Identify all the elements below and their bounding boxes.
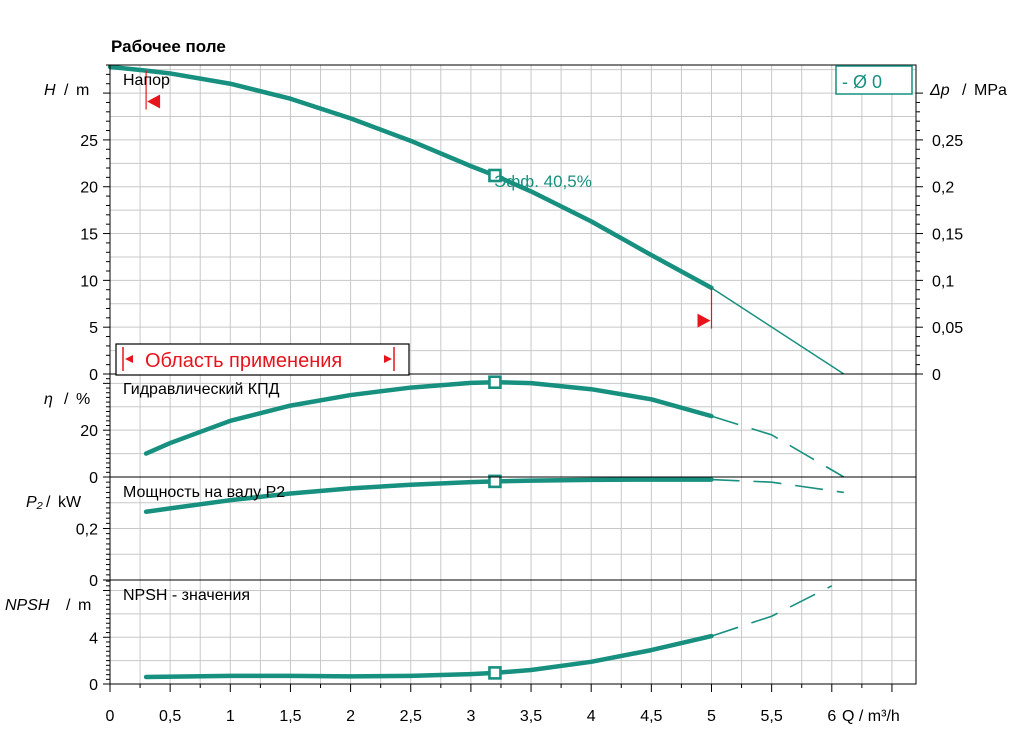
curve-line bbox=[143, 379, 714, 456]
x-tick-label: 4 bbox=[587, 708, 596, 725]
axes-layer bbox=[103, 64, 923, 692]
right-axis-symbol: Δp bbox=[929, 82, 950, 99]
curve-extension bbox=[711, 585, 833, 637]
right-tick-label: 0,25 bbox=[932, 133, 963, 150]
duty-point-marker bbox=[488, 666, 502, 680]
x-tick-label: 3 bbox=[466, 708, 475, 725]
y-tick-label: 10 bbox=[80, 273, 98, 290]
legend-label: - Ø 0 bbox=[842, 72, 882, 92]
panel-title: Напор bbox=[123, 72, 170, 89]
panel-title: Гидравлический КПД bbox=[123, 381, 280, 398]
x-tick-label: 2 bbox=[346, 708, 355, 725]
y-tick-label: 20 bbox=[80, 180, 98, 197]
y-tick-label: 20 bbox=[80, 423, 98, 440]
right-tick-label: 0,1 bbox=[932, 273, 954, 290]
right-tick-label: 0,2 bbox=[932, 180, 954, 197]
y-axis-slash: / bbox=[64, 82, 69, 99]
x-tick-label: 0 bbox=[106, 708, 115, 725]
range-box-left-arrow bbox=[125, 355, 133, 363]
curves-layer bbox=[107, 64, 845, 680]
panel-title: NPSH - значения bbox=[123, 587, 250, 604]
duty-point-marker bbox=[488, 375, 502, 389]
x-tick-label: 5,5 bbox=[761, 708, 783, 725]
right-axis-unit: MPa bbox=[974, 82, 1007, 99]
x-tick-label: 6 bbox=[827, 708, 836, 725]
y-tick-label: 0 bbox=[89, 677, 98, 694]
y-tick-label: 25 bbox=[80, 133, 98, 150]
curve-extension bbox=[711, 287, 845, 375]
y-axis-symbol: H bbox=[44, 82, 56, 99]
panel-title: Мощность на валу P2 bbox=[123, 484, 285, 501]
y-axis-unit: m bbox=[78, 597, 91, 614]
x-tick-label: 4,5 bbox=[640, 708, 662, 725]
curve-line bbox=[107, 64, 714, 291]
right-tick-label: 0 bbox=[932, 367, 941, 384]
efficiency-label: Эфф. 40,5% bbox=[494, 172, 592, 191]
right-axis-slash: / bbox=[962, 82, 967, 99]
application-range-label: Область применения bbox=[145, 350, 342, 372]
y-axis-unit: kW bbox=[58, 494, 82, 511]
y-tick-label: 4 bbox=[89, 630, 98, 647]
y-axis-slash: / bbox=[46, 494, 51, 511]
x-tick-label: 1,5 bbox=[279, 708, 301, 725]
y-tick-label: 0 bbox=[89, 573, 98, 590]
y-axis-slash: / bbox=[64, 391, 69, 408]
x-tick-label: 1 bbox=[226, 708, 235, 725]
y-axis-unit: m bbox=[76, 82, 89, 99]
y-axis-unit: % bbox=[76, 391, 90, 408]
y-tick-label: 15 bbox=[80, 227, 98, 244]
range-end-marker bbox=[697, 313, 711, 328]
curve-extension bbox=[711, 478, 844, 494]
range-start-marker bbox=[147, 94, 161, 109]
x-tick-label: 3,5 bbox=[520, 708, 542, 725]
x-tick-label: 0,5 bbox=[159, 708, 181, 725]
y-axis-symbol: NPSH bbox=[5, 597, 50, 614]
application-range-box bbox=[115, 343, 410, 376]
curve-extension bbox=[711, 415, 845, 478]
y-axis-symbol: P₂ bbox=[26, 494, 43, 511]
right-tick-label: 0,05 bbox=[932, 320, 963, 337]
x-axis-label: Q / m³/h bbox=[842, 708, 900, 725]
curve-line bbox=[143, 477, 714, 515]
duty-point-marker bbox=[488, 168, 502, 183]
duty-point-marker bbox=[488, 474, 502, 489]
legend-box bbox=[835, 65, 913, 95]
y-tick-label: 0 bbox=[89, 470, 98, 487]
y-tick-label: 5 bbox=[89, 320, 98, 337]
page-title: Рабочее поле bbox=[111, 37, 226, 56]
y-axis-symbol: η bbox=[44, 391, 53, 408]
x-tick-label: 2,5 bbox=[400, 708, 422, 725]
panel-frame bbox=[109, 579, 917, 685]
range-box-right-arrow bbox=[384, 355, 392, 363]
y-tick-label: 0 bbox=[89, 367, 98, 384]
right-tick-label: 0,15 bbox=[932, 227, 963, 244]
y-axis-slash: / bbox=[66, 597, 71, 614]
curve-line bbox=[143, 633, 714, 680]
y-tick-label: 0,2 bbox=[76, 522, 98, 539]
x-tick-label: 5 bbox=[707, 708, 716, 725]
